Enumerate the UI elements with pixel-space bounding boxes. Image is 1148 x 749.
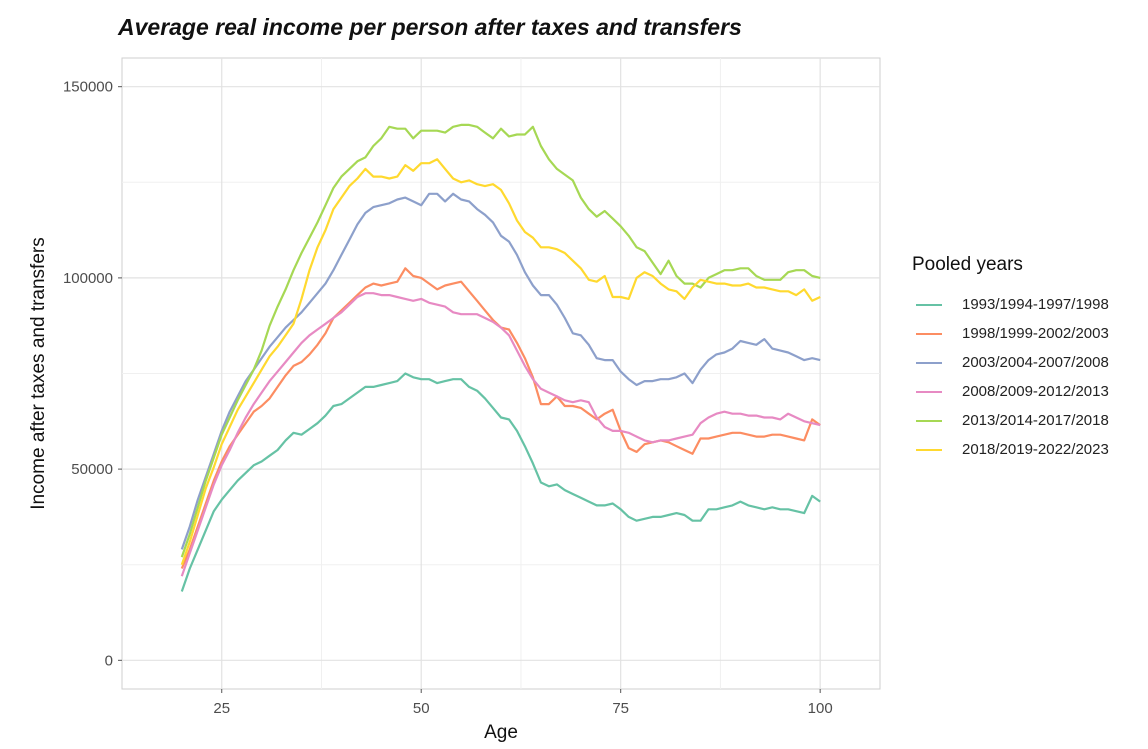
legend-label: 1993/1994-1997/1998 <box>962 296 1109 313</box>
series-line-4 <box>180 292 821 577</box>
y-tick-label: 50000 <box>71 461 113 478</box>
series-line-1 <box>180 372 821 592</box>
y-axis-label: Income after taxes and transfers <box>28 237 49 509</box>
legend-item-6: 2018/2019-2022/2023 <box>912 435 1109 464</box>
series-line-6 <box>180 158 821 566</box>
legend-label: 2013/2014-2017/2018 <box>962 412 1109 429</box>
legend-swatch <box>916 303 942 306</box>
chart-title: Average real income per person after tax… <box>118 14 742 40</box>
legend-swatch <box>916 361 942 364</box>
legend-item-1: 1993/1994-1997/1998 <box>912 290 1109 319</box>
legend-label: 2003/2004-2007/2008 <box>962 354 1109 371</box>
legend-swatch <box>916 419 942 422</box>
y-tick-label: 150000 <box>63 79 113 96</box>
series-line-3 <box>180 192 821 550</box>
legend-label: 2008/2009-2012/2013 <box>962 383 1109 400</box>
x-tick-label: 100 <box>808 700 833 717</box>
x-tick-label: 50 <box>413 700 430 717</box>
legend-items: 1993/1994-1997/1998 1998/1999-2002/2003 20… <box>912 290 1109 464</box>
legend-label: 1998/1999-2002/2003 <box>962 325 1109 342</box>
legend-item-4: 2008/2009-2012/2013 <box>912 377 1109 406</box>
legend-item-5: 2013/2014-2017/2018 <box>912 406 1109 435</box>
legend: Pooled years 1993/1994-1997/1998 1998/199… <box>912 254 1109 464</box>
y-tick-label: 0 <box>105 652 113 669</box>
legend-swatch <box>916 332 942 335</box>
legend-item-2: 1998/1999-2002/2003 <box>912 319 1109 348</box>
x-axis-label: Age <box>484 722 518 743</box>
x-tick-label: 75 <box>612 700 629 717</box>
series-line-5 <box>180 123 821 558</box>
legend-item-3: 2003/2004-2007/2008 <box>912 348 1109 377</box>
legend-label: 2018/2019-2022/2023 <box>962 441 1109 458</box>
legend-swatch <box>916 390 942 393</box>
x-tick-label: 25 <box>213 700 230 717</box>
legend-title: Pooled years <box>912 254 1023 275</box>
legend-swatch <box>916 448 942 451</box>
y-tick-label: 100000 <box>63 270 113 287</box>
